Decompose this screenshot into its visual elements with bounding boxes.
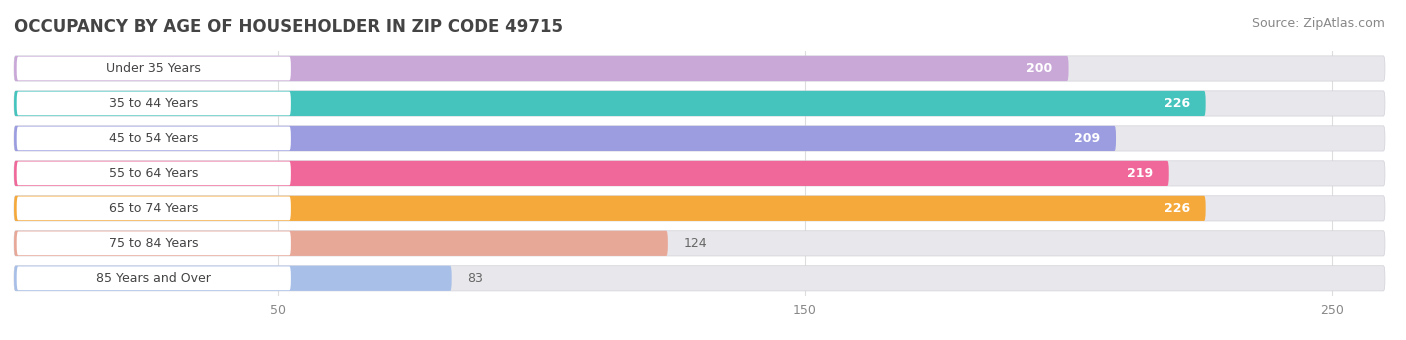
FancyBboxPatch shape (14, 266, 1385, 291)
Text: 219: 219 (1126, 167, 1153, 180)
Text: 55 to 64 Years: 55 to 64 Years (110, 167, 198, 180)
FancyBboxPatch shape (14, 126, 1116, 151)
Text: 226: 226 (1164, 202, 1189, 215)
FancyBboxPatch shape (14, 231, 1385, 256)
FancyBboxPatch shape (14, 161, 1168, 186)
Text: OCCUPANCY BY AGE OF HOUSEHOLDER IN ZIP CODE 49715: OCCUPANCY BY AGE OF HOUSEHOLDER IN ZIP C… (14, 18, 562, 36)
FancyBboxPatch shape (14, 161, 1385, 186)
FancyBboxPatch shape (14, 91, 1385, 116)
Text: 35 to 44 Years: 35 to 44 Years (110, 97, 198, 110)
FancyBboxPatch shape (14, 196, 1206, 221)
FancyBboxPatch shape (14, 56, 1385, 81)
Text: 85 Years and Over: 85 Years and Over (97, 272, 211, 285)
FancyBboxPatch shape (17, 232, 291, 255)
FancyBboxPatch shape (17, 197, 291, 220)
Text: 124: 124 (683, 237, 707, 250)
FancyBboxPatch shape (17, 126, 291, 150)
Text: Source: ZipAtlas.com: Source: ZipAtlas.com (1251, 17, 1385, 30)
FancyBboxPatch shape (14, 91, 1206, 116)
Text: 45 to 54 Years: 45 to 54 Years (110, 132, 198, 145)
Text: Under 35 Years: Under 35 Years (107, 62, 201, 75)
Text: 209: 209 (1074, 132, 1101, 145)
FancyBboxPatch shape (17, 162, 291, 185)
Text: 83: 83 (468, 272, 484, 285)
Text: 200: 200 (1026, 62, 1053, 75)
FancyBboxPatch shape (14, 196, 1385, 221)
Text: 65 to 74 Years: 65 to 74 Years (110, 202, 198, 215)
FancyBboxPatch shape (17, 56, 291, 80)
Text: 226: 226 (1164, 97, 1189, 110)
FancyBboxPatch shape (14, 56, 1069, 81)
FancyBboxPatch shape (17, 267, 291, 290)
Text: 75 to 84 Years: 75 to 84 Years (110, 237, 198, 250)
FancyBboxPatch shape (14, 126, 1385, 151)
FancyBboxPatch shape (17, 91, 291, 115)
FancyBboxPatch shape (14, 266, 451, 291)
FancyBboxPatch shape (14, 231, 668, 256)
